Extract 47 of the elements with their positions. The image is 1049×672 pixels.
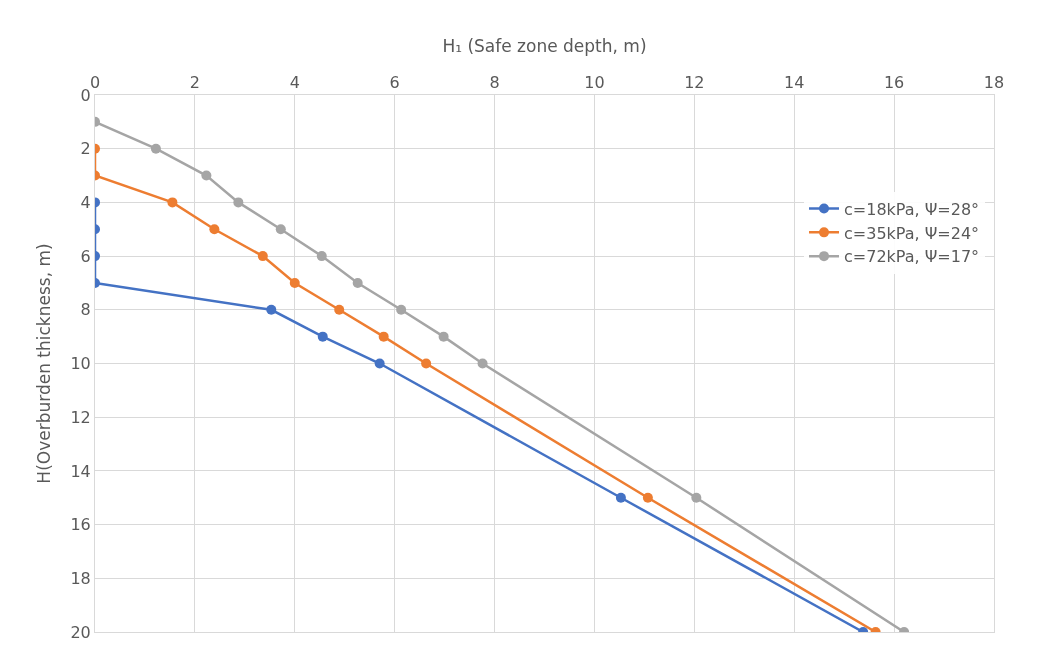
y-tick-label: 10 [70,354,91,374]
point [167,197,178,208]
x-tick-label: 4 [289,72,300,92]
y-tick-label: 20 [70,622,91,642]
y-tick-label: 14 [70,461,91,481]
point [334,304,345,315]
y-tick-label: 2 [80,139,91,159]
x-tick-label: 10 [584,72,605,92]
x-tick-label: 6 [389,72,400,92]
x-tick-label: 2 [189,72,200,92]
point [642,492,653,503]
y-tick-label: 0 [80,85,91,105]
y-tick-label: 8 [80,300,91,320]
y-tick-label: 12 [70,407,91,427]
legend-label: c=18kPa, Ψ=28° [844,199,980,219]
point [691,492,702,503]
point [317,331,328,342]
point [209,224,220,235]
point [615,492,626,503]
y-axis-title: H(Overburden thickness, m) [33,243,54,484]
point [289,277,300,288]
point [266,304,277,315]
point [352,277,363,288]
point [233,197,244,208]
point [374,358,385,369]
x-tick-label: 16 [883,72,905,92]
x-tick-label: 12 [684,72,705,92]
legend-label: c=72kPa, Ψ=17° [844,247,980,267]
point [438,331,449,342]
x-tick-label: 8 [489,72,500,92]
point [201,170,212,181]
x-tick-label: 14 [784,72,805,92]
point [316,251,327,262]
point [378,331,389,342]
x-axis-title: H₁ (Safe zone depth, m) [442,36,647,57]
point [421,358,432,369]
point [477,358,488,369]
x-tick-label: 18 [983,72,1005,92]
y-tick-label: 18 [70,568,91,588]
y-tick-label: 16 [70,515,91,535]
point [257,251,268,262]
point [150,143,161,154]
y-tick-label: 4 [80,193,91,212]
point [275,224,286,235]
y-tick-label: 6 [80,246,91,266]
point [396,304,407,315]
legend-label: c=35kPa, Ψ=24° [844,223,980,243]
